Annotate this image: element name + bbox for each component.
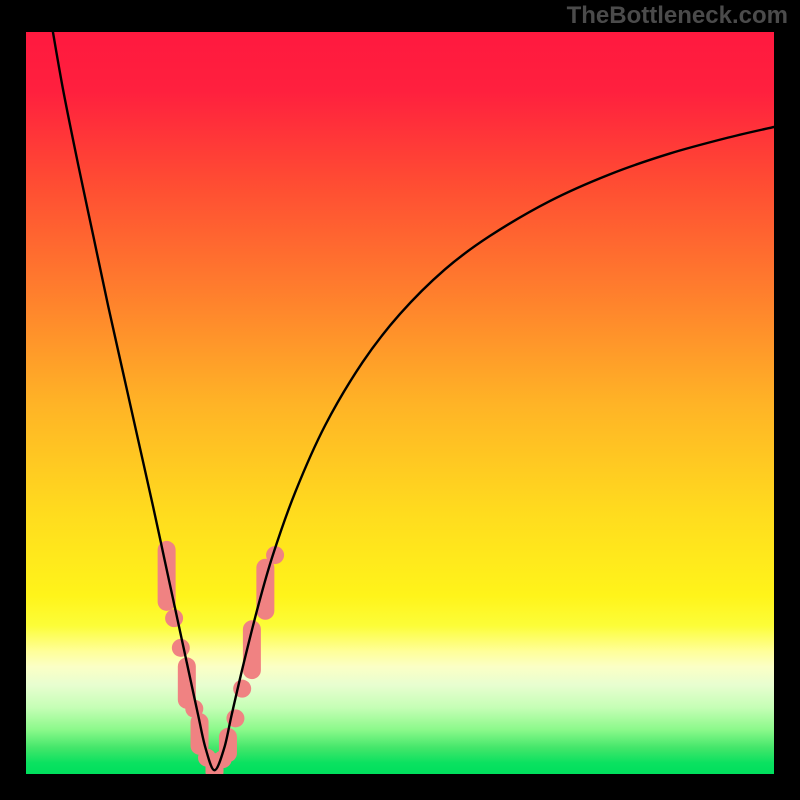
chart-background-gradient — [26, 32, 774, 774]
chart-svg — [26, 26, 774, 774]
curve-marker-dot — [165, 609, 183, 627]
chart-plot-area — [26, 26, 774, 774]
curve-marker-dot — [172, 639, 190, 657]
watermark-text: TheBottleneck.com — [567, 2, 788, 30]
